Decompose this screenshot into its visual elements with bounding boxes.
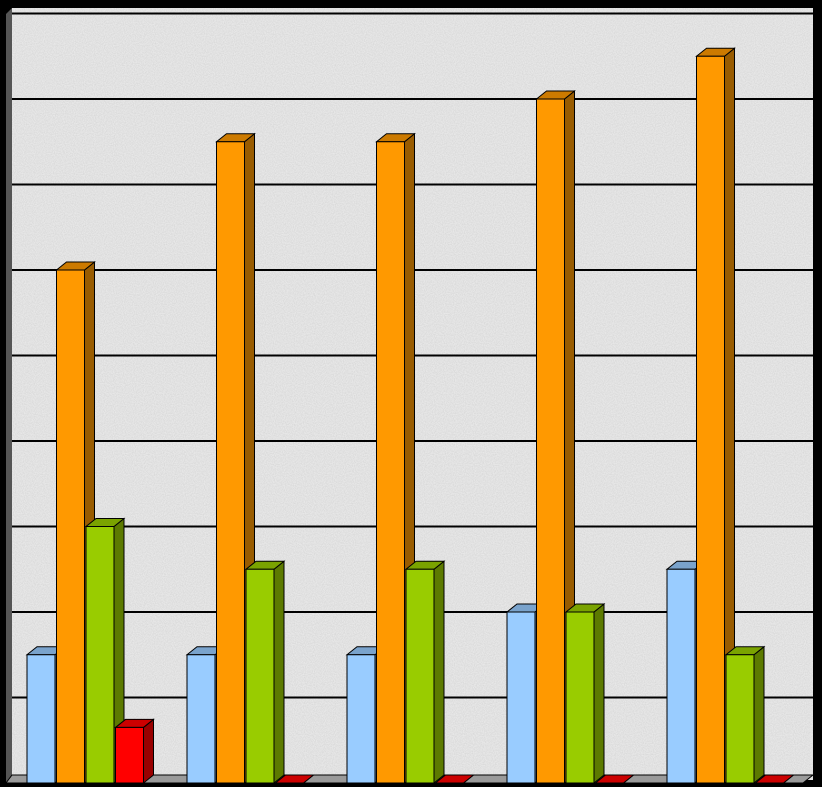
bar bbox=[114, 718, 155, 785]
bar bbox=[724, 645, 766, 785]
bar bbox=[594, 774, 635, 784]
bar bbox=[434, 774, 475, 784]
bar bbox=[244, 560, 286, 785]
bar bbox=[564, 602, 606, 785]
bar bbox=[404, 560, 446, 785]
bar bbox=[754, 774, 795, 784]
left-wall bbox=[6, 8, 12, 782]
bar bbox=[84, 517, 126, 785]
bar bbox=[274, 774, 315, 784]
bars bbox=[25, 47, 795, 785]
